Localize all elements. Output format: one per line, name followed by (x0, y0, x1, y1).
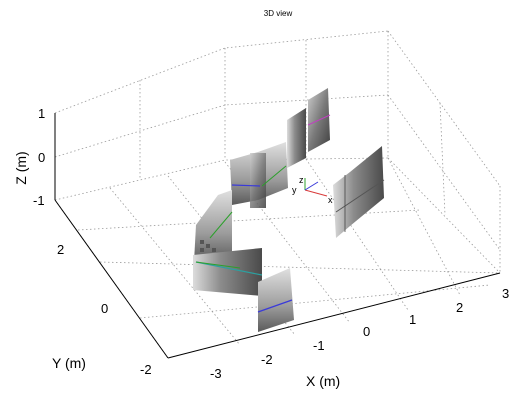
y-tick-0: 0 (101, 301, 108, 316)
y-tick-2: 2 (57, 242, 64, 257)
x-ticks: -3 -2 -1 0 1 2 3 (210, 286, 509, 381)
frame-y-label: y (292, 185, 297, 195)
y-tick-neg2: -2 (140, 362, 152, 377)
origin-frame: x y z (292, 175, 333, 205)
y-ticks: 2 0 -2 (57, 242, 152, 377)
z-tick-0: 0 (38, 150, 45, 165)
x-tick-0: 0 (363, 324, 370, 339)
x-axis-label: X (m) (306, 373, 340, 389)
x-tick-neg3: -3 (210, 366, 222, 381)
wall-panel-left-lower (193, 248, 262, 296)
image-panels (193, 88, 385, 332)
x-tick-2: 2 (456, 300, 463, 315)
z-axis-label: Z (m) (13, 151, 29, 184)
wall-panel-right (333, 146, 384, 238)
x-tick-3: 3 (502, 286, 509, 301)
z-tick-neg1: -1 (33, 193, 45, 208)
frame-z-label: z (299, 175, 304, 185)
z-tick-1: 1 (38, 106, 45, 121)
wall-panel-front (258, 268, 294, 332)
z-ticks: 1 0 -1 (33, 106, 45, 208)
plot-title: 3D view (264, 9, 293, 18)
wall-panel-back-right-2 (287, 108, 306, 168)
x-tick-neg2: -2 (261, 352, 273, 367)
axis-edges (54, 113, 501, 359)
y-axis-label: Y (m) (52, 355, 86, 371)
x-tick-neg1: -1 (313, 338, 325, 353)
frame-x-label: x (328, 195, 333, 205)
x-tick-1: 1 (409, 312, 416, 327)
